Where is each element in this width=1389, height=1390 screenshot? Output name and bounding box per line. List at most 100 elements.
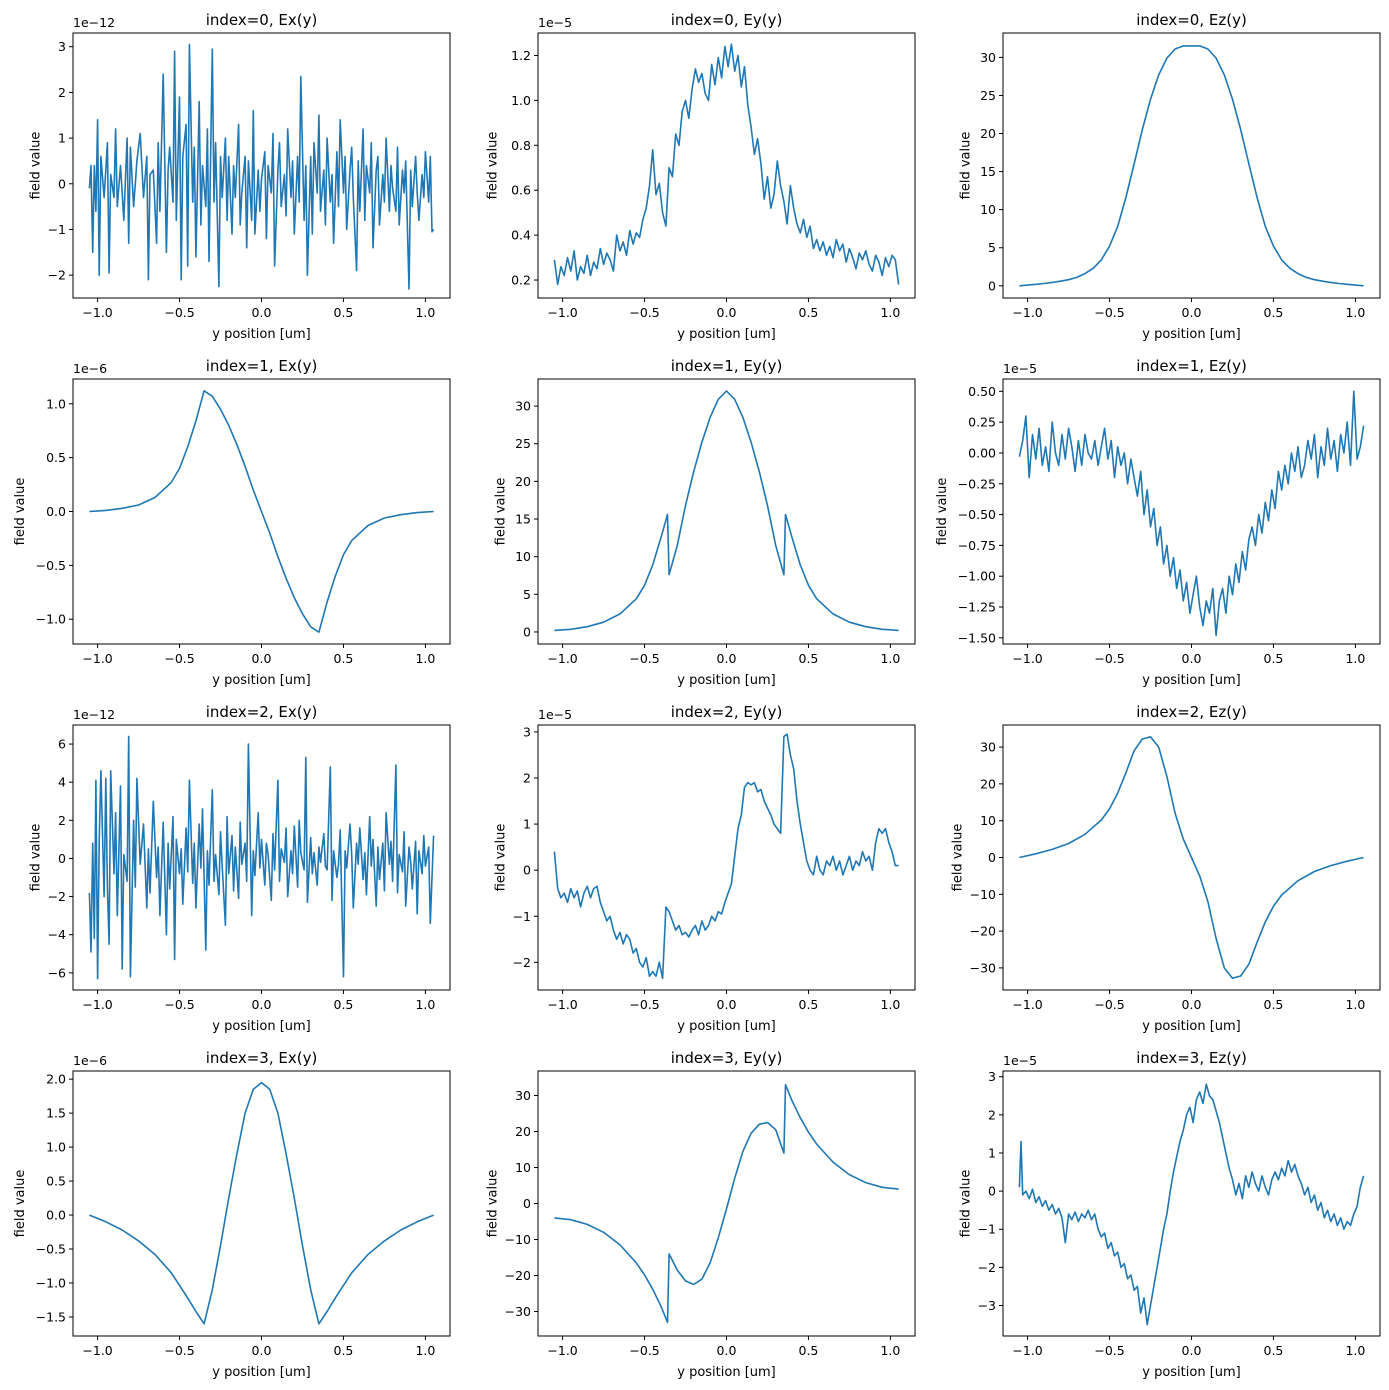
y-tick-label: 1 [58, 131, 66, 146]
subplot-6: index=2, Ex(y) −1.0 −0.5 0.0 0.5 1.0 −6 −4 −2 0 2 4… [28, 703, 451, 1034]
y-tick-label: −30 [970, 960, 996, 975]
y-axis-label: field value [958, 132, 973, 200]
x-tick-label: −1.0 [1012, 651, 1042, 666]
x-tick-label: 0.5 [1264, 1343, 1284, 1358]
y-tick-label: −0.75 [958, 538, 996, 553]
x-tick-label: −1.0 [82, 651, 112, 666]
axes-frame [1002, 32, 1381, 299]
axes-frame [537, 378, 916, 645]
y-tick-label: 20 [980, 126, 996, 141]
x-tick-label: 1.0 [415, 305, 435, 320]
y-tick-label: 0.8 [511, 138, 531, 153]
y-tick-label: −2 [513, 955, 531, 970]
y-tick-label: 4 [58, 775, 66, 790]
x-tick-label: 0.5 [799, 305, 819, 320]
axes-frame [537, 724, 916, 991]
x-tick-label: −0.5 [164, 997, 194, 1012]
x-tick-label: 0.5 [1264, 997, 1284, 1012]
y-tick-label: 1.5 [46, 1106, 66, 1121]
y-tick-label: −30 [505, 1304, 531, 1319]
y-tick-label: 1.0 [46, 396, 66, 411]
y-tick-label: −10 [970, 887, 996, 902]
x-axis-label: y position [um] [1142, 673, 1241, 688]
series-line [89, 390, 434, 633]
y-axis-label: field value [28, 824, 43, 892]
y-tick-label: −6 [48, 965, 66, 980]
subplot-title: index=0, Ey(y) [671, 11, 783, 29]
y-tick-label: −1 [48, 222, 66, 237]
y-tick-label: 0.00 [968, 445, 996, 460]
x-tick-label: −1.0 [82, 997, 112, 1012]
y-tick-label: −1.0 [36, 612, 66, 627]
y-tick-label: 30 [515, 1088, 531, 1103]
y-tick-label: −2 [978, 1260, 996, 1275]
y-tick-label: 0 [988, 1184, 996, 1199]
y-tick-label: 10 [515, 549, 531, 564]
subplot-title: index=1, Ey(y) [671, 357, 783, 375]
x-tick-label: 1.0 [880, 1343, 900, 1358]
x-tick-label: 0.0 [252, 651, 272, 666]
y-axis-label: field value [28, 132, 43, 200]
subplot-9: index=3, Ex(y) −1.0 −0.5 0.0 0.5 1.0 −1.5 −1.0 −… [13, 1049, 451, 1380]
x-tick-label: 0.0 [252, 997, 272, 1012]
y-offset-text: 1e−6 [73, 361, 107, 376]
y-tick-label: 5 [523, 587, 531, 602]
series-line [89, 1081, 434, 1325]
subplot-0: index=0, Ex(y) −1.0 −0.5 0.0 0.5 1.0 −2 −1 0 1 2 3 y… [28, 11, 451, 342]
subplot-title: index=3, Ex(y) [206, 1049, 318, 1067]
y-tick-label: −1.50 [958, 630, 996, 645]
x-axis-label: y position [um] [212, 327, 311, 342]
y-tick-label: −0.50 [958, 507, 996, 522]
x-tick-label: −0.5 [629, 1343, 659, 1358]
subplot-title: index=1, Ex(y) [206, 357, 318, 375]
axes-frame [72, 1070, 451, 1337]
x-axis-label: y position [um] [677, 327, 776, 342]
x-tick-label: 0.0 [1182, 305, 1202, 320]
series-line [1018, 1083, 1365, 1326]
subplot-title: index=1, Ez(y) [1136, 357, 1247, 375]
subplot-3: index=1, Ex(y) −1.0 −0.5 0.0 0.5 1.0 −1.0 −0.5 0… [13, 357, 451, 688]
x-tick-label: 1.0 [880, 997, 900, 1012]
x-tick-label: 0.0 [717, 1343, 737, 1358]
y-tick-label: 25 [515, 436, 531, 451]
y-tick-label: −1 [513, 909, 531, 924]
x-axis-label: y position [um] [1142, 327, 1241, 342]
x-tick-label: −1.0 [1012, 997, 1042, 1012]
y-tick-label: −1 [978, 1222, 996, 1237]
y-tick-label: 0 [523, 863, 531, 878]
y-tick-label: 2 [523, 771, 531, 786]
x-tick-label: 0.5 [799, 1343, 819, 1358]
y-tick-label: 0.5 [46, 450, 66, 465]
x-tick-label: −1.0 [82, 1343, 112, 1358]
series-line [554, 1083, 899, 1324]
y-tick-label: −2 [48, 268, 66, 283]
x-tick-label: 0.0 [1182, 1343, 1202, 1358]
y-tick-label: 3 [58, 39, 66, 54]
x-tick-label: 0.5 [334, 651, 354, 666]
subplot-4: index=1, Ey(y) −1.0 −0.5 0.0 0.5 1.0 0 5 10 15 20 2… [493, 357, 916, 688]
y-offset-text: 1e−5 [1003, 1053, 1037, 1068]
y-tick-label: 0.0 [46, 1208, 66, 1223]
y-axis-label: field value [958, 1170, 973, 1238]
y-offset-text: 1e−5 [538, 15, 572, 30]
x-tick-label: 1.0 [1345, 997, 1365, 1012]
y-tick-label: 2 [988, 1107, 996, 1122]
y-tick-label: 15 [515, 512, 531, 527]
y-tick-label: 0.6 [511, 183, 531, 198]
x-axis-label: y position [um] [1142, 1019, 1241, 1034]
y-tick-label: −1.00 [958, 569, 996, 584]
subplot-10: index=3, Ey(y) −1.0 −0.5 0.0 0.5 1.0 −30 −20 −10… [486, 1049, 916, 1380]
x-tick-label: 1.0 [1345, 1343, 1365, 1358]
y-tick-label: 30 [515, 399, 531, 414]
x-tick-label: −1.0 [82, 305, 112, 320]
x-axis-label: y position [um] [212, 1019, 311, 1034]
x-tick-label: 0.5 [1264, 305, 1284, 320]
y-tick-label: 0 [988, 850, 996, 865]
series-line [1019, 45, 1364, 287]
subplot-8: index=2, Ez(y) −1.0 −0.5 0.0 0.5 1.0 −30 −20 −10… [951, 703, 1381, 1034]
y-tick-label: 0.5 [46, 1174, 66, 1189]
y-tick-label: −4 [48, 927, 66, 942]
y-tick-label: −20 [505, 1268, 531, 1283]
y-tick-label: 0.0 [46, 504, 66, 519]
x-tick-label: 0.0 [717, 997, 737, 1012]
